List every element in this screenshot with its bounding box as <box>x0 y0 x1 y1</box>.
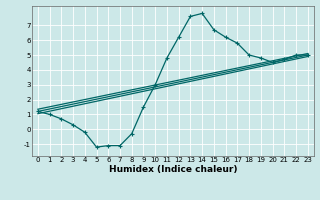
X-axis label: Humidex (Indice chaleur): Humidex (Indice chaleur) <box>108 165 237 174</box>
